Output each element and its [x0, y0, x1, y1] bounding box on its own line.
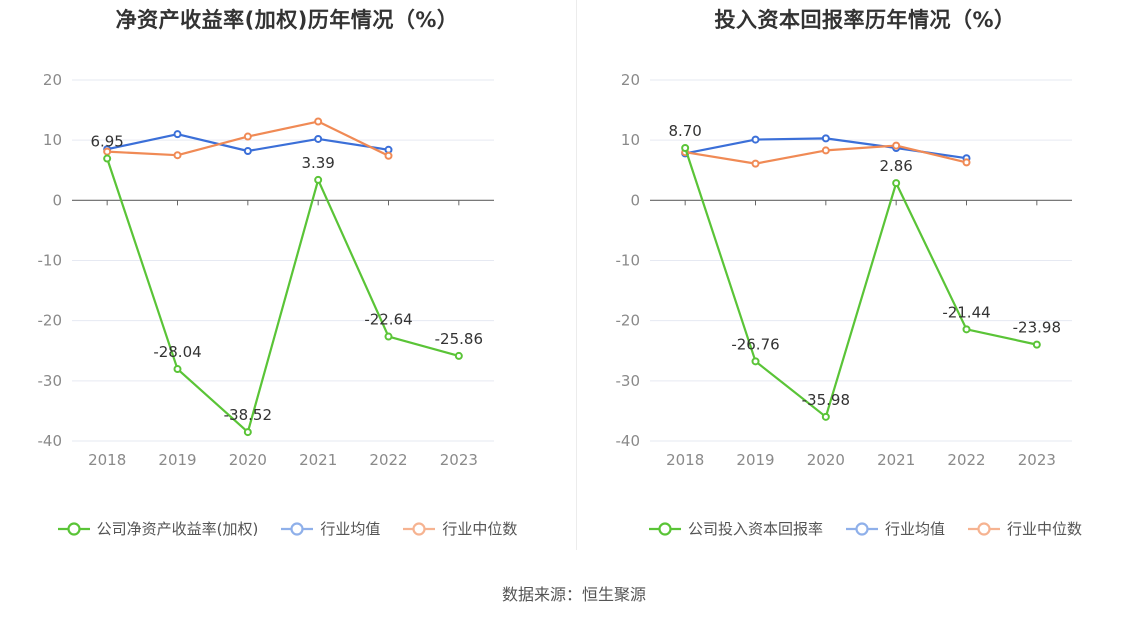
data-point — [751, 357, 760, 366]
y-tick-label: 20 — [43, 71, 62, 89]
legend-label: 行业中位数 — [442, 520, 518, 538]
data-point — [173, 365, 182, 374]
y-tick-label: -30 — [616, 372, 641, 390]
legend-line-marker-icon — [403, 521, 436, 536]
data-point — [821, 412, 830, 421]
y-tick-label: -40 — [38, 432, 63, 450]
data-point — [751, 135, 760, 144]
legend-item[interactable]: 行业均值 — [845, 518, 945, 539]
data-point — [384, 332, 393, 341]
x-tick-label: 2021 — [299, 451, 337, 469]
x-tick-label: 2023 — [1018, 451, 1056, 469]
data-label: -38.52 — [224, 406, 272, 424]
series-line — [684, 147, 1038, 418]
line-chart-roe: 20 10 0 -10 -20 -30 -40 2018 2019 2020 2021 2022 202… — [38, 71, 494, 469]
legend-item[interactable]: 行业均值 — [280, 518, 380, 539]
y-tick-label: 0 — [630, 191, 640, 209]
legend-item[interactable]: 公司净资产收益率(加权) — [57, 518, 259, 539]
chart-title: 投入资本回报率历年情况（%） — [714, 8, 1016, 32]
data-point — [892, 179, 901, 188]
data-label: -28.04 — [153, 343, 201, 361]
y-tick-label: 10 — [621, 131, 640, 149]
x-tick-label: 2020 — [807, 451, 845, 469]
data-label: 8.70 — [668, 122, 701, 140]
x-tick-label: 2019 — [736, 451, 774, 469]
data-label: -22.64 — [364, 311, 412, 329]
data-point — [962, 158, 971, 167]
legend-item[interactable]: 行业中位数 — [402, 518, 517, 539]
data-point — [384, 151, 393, 160]
data-point — [892, 141, 901, 150]
y-tick-label: -10 — [616, 252, 641, 270]
y-tick-label: -20 — [38, 312, 63, 330]
data-source-note: 数据来源：恒生聚源 — [501, 585, 646, 604]
data-point — [751, 159, 760, 168]
y-tick-label: 0 — [52, 191, 62, 209]
x-tick-label: 2022 — [947, 451, 985, 469]
legend-line-marker-icon — [648, 521, 681, 536]
panel-divider — [576, 0, 577, 550]
data-point — [103, 154, 112, 163]
x-tick-label: 2020 — [229, 451, 267, 469]
x-tick-label: 2018 — [666, 451, 704, 469]
legend-line-marker-icon — [845, 521, 878, 536]
data-label: -21.44 — [942, 303, 990, 321]
y-tick-label: -20 — [616, 312, 641, 330]
legend-label: 行业均值 — [320, 520, 381, 538]
line-chart-roic: 20 10 0 -10 -20 -30 -40 2018 2019 2020 2021 2022 202… — [616, 71, 1072, 469]
chart-legend: 公司投入资本回报率 行业均值 行业中位数 — [578, 518, 1148, 539]
data-point — [243, 146, 252, 155]
legend-line-marker-icon — [57, 521, 90, 536]
data-point — [821, 146, 830, 155]
legend-item[interactable]: 行业中位数 — [967, 518, 1082, 539]
x-tick-label: 2021 — [877, 451, 915, 469]
x-tick-label: 2019 — [158, 451, 196, 469]
data-point — [243, 428, 252, 437]
series-line — [106, 158, 460, 434]
chart-title: 净资产收益率(加权)历年情况（%） — [115, 8, 459, 32]
legend-label: 行业中位数 — [1007, 520, 1083, 538]
y-tick-label: -30 — [38, 372, 63, 390]
x-tick-label: 2022 — [369, 451, 407, 469]
legend-label: 行业均值 — [884, 520, 945, 538]
data-point — [173, 151, 182, 160]
data-point — [681, 143, 690, 152]
data-label: 2.86 — [879, 157, 912, 175]
y-tick-label: 20 — [621, 71, 640, 89]
data-point — [173, 130, 182, 139]
data-point — [314, 117, 323, 126]
legend-label: 公司净资产收益率(加权) — [96, 520, 259, 538]
data-point — [1032, 340, 1041, 349]
data-label: -23.98 — [1013, 319, 1061, 337]
data-point — [454, 351, 463, 360]
y-tick-label: -40 — [616, 432, 641, 450]
legend-label: 公司投入资本回报率 — [687, 520, 823, 538]
data-label: -35.98 — [802, 391, 850, 409]
data-point — [821, 134, 830, 143]
legend-line-marker-icon — [968, 521, 1000, 536]
data-point — [314, 175, 323, 184]
y-tick-label: -10 — [38, 252, 63, 270]
data-label: 3.39 — [301, 154, 334, 172]
chart-panel-roic: 投入资本回报率历年情况（%） 20 10 0 -10 -20 -30 -40 2018 2019… — [578, 0, 1148, 560]
legend-line-marker-icon — [281, 521, 314, 536]
x-tick-label: 2018 — [88, 451, 126, 469]
chart-panel-roe: 净资产收益率(加权)历年情况（%） 20 10 0 -10 -20 -30 -40 2018 2… — [0, 0, 574, 560]
data-label: -25.86 — [435, 330, 483, 348]
data-point — [243, 132, 252, 141]
data-label: 6.95 — [90, 133, 123, 151]
chart-legend: 公司净资产收益率(加权) 行业均值 行业中位数 — [0, 518, 574, 539]
data-point — [314, 134, 323, 143]
y-tick-label: 10 — [43, 131, 62, 149]
data-label: -26.76 — [731, 335, 779, 353]
data-point — [962, 325, 971, 334]
legend-item[interactable]: 公司投入资本回报率 — [648, 518, 823, 539]
x-tick-label: 2023 — [440, 451, 478, 469]
